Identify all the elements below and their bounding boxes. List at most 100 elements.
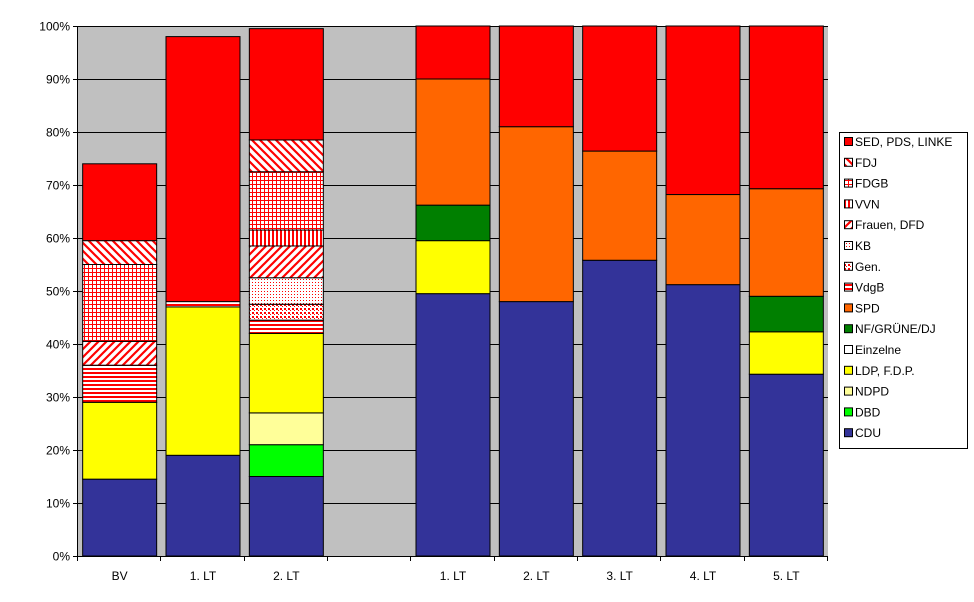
- x-tick-label: BV: [112, 569, 128, 583]
- y-tick-label: 90%: [46, 73, 70, 87]
- bar-segment: [582, 259, 658, 557]
- bar-segment: [748, 373, 824, 557]
- x-tick-label: 1. LT: [190, 569, 217, 583]
- bar-segment: [248, 476, 324, 557]
- bar-segment: [165, 306, 241, 456]
- bar-segment: [415, 25, 491, 80]
- bar-segment: [248, 277, 324, 305]
- legend-item: NF/GRÜNE/DJ: [844, 322, 936, 336]
- bar-segment: [248, 245, 324, 279]
- legend-label: NDPD: [855, 385, 889, 399]
- x-tick-label: 2. LT: [273, 569, 300, 583]
- bar-stack: [165, 36, 241, 557]
- y-tick-label: 40%: [46, 338, 70, 352]
- axes: 0% 10% 20% 30% 40% 50% 60% 70% 80% 90% 100% BV 1. LT…: [39, 20, 828, 583]
- y-tick-label: 50%: [46, 285, 70, 299]
- bar-segment: [82, 478, 158, 557]
- legend-label: DBD: [855, 405, 881, 419]
- bar-segment: [248, 332, 324, 414]
- bar-segment: [82, 163, 158, 242]
- bar-segment: [415, 78, 491, 206]
- bar-segment: [498, 126, 574, 303]
- legend-item: CDU: [844, 426, 881, 440]
- legend-label: Gen.: [855, 260, 881, 274]
- bar-segment: [415, 240, 491, 295]
- bar-segment: [748, 188, 824, 297]
- bar-segment: [248, 139, 324, 173]
- legend-label: SPD: [855, 301, 880, 315]
- bar-segment: [165, 301, 241, 308]
- bar-segment: [82, 264, 158, 342]
- legend-label: LDP, F.D.P.: [855, 364, 915, 378]
- legend-swatch: [844, 261, 853, 271]
- legend-swatch: [844, 386, 853, 396]
- legend-item: VVN: [844, 197, 880, 211]
- x-tick-label: 3. LT: [606, 569, 633, 583]
- legend-item: VdgB: [844, 281, 884, 295]
- bar-segment: [248, 229, 324, 247]
- bar-stack: [415, 25, 491, 557]
- legend-label: NF/GRÜNE/DJ: [855, 322, 936, 336]
- legend-label: FDGB: [855, 177, 888, 191]
- bar-segment: [665, 25, 741, 196]
- legend-item: KB: [844, 239, 871, 253]
- legend-swatch: [844, 137, 853, 146]
- legend-label: Einzelne: [855, 343, 901, 357]
- x-tick-label: 2. LT: [523, 569, 550, 583]
- bar-segment: [82, 364, 158, 403]
- bar-segment: [498, 301, 574, 557]
- legend-swatch: [844, 157, 853, 167]
- legend-swatch: [844, 345, 853, 354]
- legend-swatch: [844, 178, 853, 188]
- legend-swatch: [844, 282, 853, 292]
- legend-swatch: [844, 303, 853, 313]
- legend-item: SED, PDS, LINKE: [844, 135, 952, 149]
- legend-swatch: [844, 220, 853, 230]
- y-tick-label: 10%: [46, 497, 70, 511]
- legend-swatch: [844, 324, 853, 334]
- y-tick-label: 20%: [46, 444, 70, 458]
- bar-segment: [248, 28, 324, 141]
- legend-item: Einzelne: [844, 343, 901, 357]
- bar-segment: [82, 401, 158, 480]
- legend-item: FDJ: [844, 156, 877, 170]
- bar-segment: [665, 284, 741, 557]
- bar-segment: [498, 25, 574, 128]
- bar-segment: [165, 36, 241, 303]
- y-tick-label: 60%: [46, 232, 70, 246]
- bar-segment: [582, 25, 658, 152]
- legend-label: VVN: [855, 197, 880, 211]
- y-tick-label: 100%: [39, 20, 70, 34]
- bar-stack: [582, 25, 658, 557]
- legend-swatch: [844, 199, 853, 209]
- bars: [82, 25, 824, 557]
- legend-label: VdgB: [855, 281, 884, 295]
- legend-box: [839, 132, 968, 449]
- bar-stack: [82, 163, 158, 557]
- legend-item: Frauen, DFD: [844, 218, 925, 232]
- legend-item: LDP, F.D.P.: [844, 364, 915, 378]
- legend-label: SED, PDS, LINKE: [855, 135, 952, 149]
- legend-label: FDJ: [855, 156, 877, 170]
- bar-segment: [82, 240, 158, 265]
- legend-item: FDGB: [844, 177, 888, 191]
- legend-swatch: [844, 365, 853, 375]
- bar-segment: [248, 319, 324, 334]
- legend-swatch: [844, 407, 853, 417]
- bar-segment: [248, 444, 324, 478]
- bar-segment: [248, 303, 324, 321]
- bar-stack: [665, 25, 741, 557]
- legend: SED, PDS, LINKE FDJ FDGB VVN Frauen, DFD KB Ge…: [839, 132, 968, 449]
- bar-segment: [248, 412, 324, 446]
- bar-segment: [665, 194, 741, 286]
- x-tick-label: 1. LT: [440, 569, 467, 583]
- x-tick-label: 5. LT: [773, 569, 800, 583]
- legend-item: Gen.: [844, 260, 881, 274]
- bar-segment: [248, 171, 324, 231]
- legend-item: DBD: [844, 405, 881, 419]
- bar-segment: [748, 25, 824, 190]
- legend-swatch: [844, 428, 853, 438]
- legend-label: Frauen, DFD: [855, 218, 925, 232]
- legend-label: KB: [855, 239, 871, 253]
- bar-segment: [165, 454, 241, 557]
